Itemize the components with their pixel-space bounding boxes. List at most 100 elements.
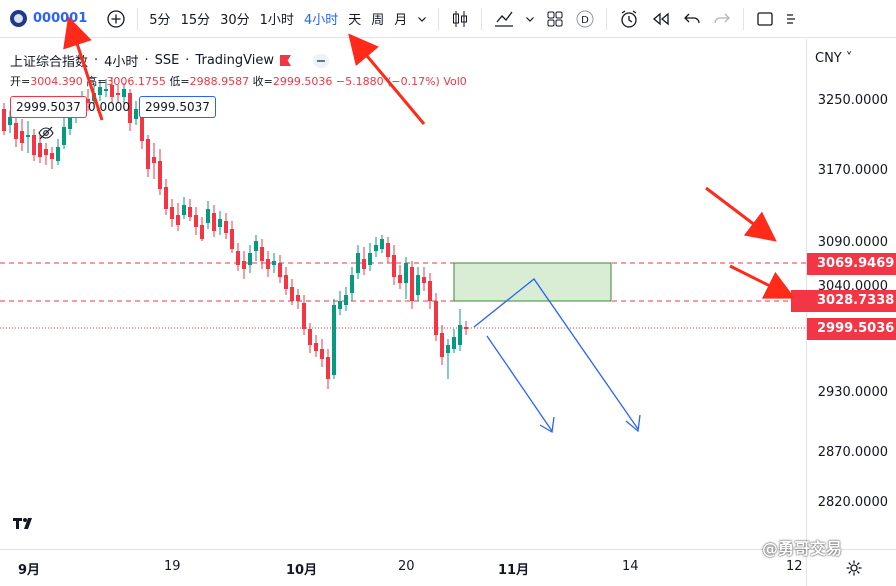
candle-body (284, 275, 288, 289)
price-tick: 3170.0000 (817, 163, 888, 178)
candle-body (2, 109, 6, 131)
interval-5m[interactable]: 5分 (149, 13, 171, 28)
watermark: @勇哥交易 (762, 539, 843, 558)
candle-body (134, 109, 138, 119)
price-tag-upper-line: 3069.9469 (807, 253, 896, 275)
projection-arrowhead (539, 416, 555, 434)
candle-body (452, 337, 456, 349)
candle-body (272, 261, 276, 265)
candle-body (38, 143, 42, 157)
candle-body (368, 253, 372, 265)
candle-body (176, 215, 180, 225)
settings-corner[interactable] (806, 549, 896, 586)
candle-body (248, 253, 252, 265)
candle-body (116, 93, 120, 95)
hide-eye-icon[interactable] (38, 125, 54, 141)
redo-icon[interactable] (707, 5, 737, 33)
d-badge-icon[interactable]: D (570, 5, 600, 33)
candle-body (182, 205, 186, 215)
candle-body (332, 305, 336, 375)
collapse-legend-icon[interactable] (312, 53, 329, 68)
chart-pane[interactable]: 上证综合指数 · 4小时 · SSE · TradingView 开=3004.… (0, 39, 806, 549)
candle-body (404, 263, 408, 283)
compare-plus-icon[interactable] (101, 5, 131, 33)
interval-chevron-down-icon[interactable] (412, 5, 432, 33)
symbol-search-button[interactable]: 000001 (33, 11, 88, 26)
legend-dot: · (94, 53, 99, 68)
layout-grid-icon[interactable] (540, 5, 570, 33)
more-icon[interactable] (780, 5, 802, 33)
candle-body (50, 153, 54, 159)
interval-1M[interactable]: 月 (394, 13, 408, 28)
candle-body (464, 327, 468, 329)
candle-body (362, 259, 366, 269)
ohlc-close: 2999.5036 (272, 75, 333, 88)
sell-price-box[interactable]: 2999.5037 (10, 96, 87, 118)
candle-body (146, 139, 150, 169)
legend-interval: 4小时 (104, 55, 139, 70)
candles-icon[interactable] (445, 5, 475, 33)
currency-chevron-down-icon: ˅ (845, 51, 853, 66)
projection-path (473, 278, 639, 430)
legend-exchange: SSE (154, 53, 180, 68)
toolbar-divider (481, 7, 483, 30)
candle-body (290, 287, 294, 301)
price-axis[interactable]: CNY ˅ 3250.0000 3170.0000 3090.0000 3040… (791, 39, 896, 549)
candle-body (398, 275, 402, 283)
candle-body (260, 247, 264, 261)
candle-body (440, 333, 444, 357)
candle-body (386, 243, 390, 257)
undo-icon[interactable] (677, 5, 707, 33)
supply-zone-box (453, 262, 612, 302)
candle-body (218, 219, 222, 227)
interval-1w[interactable]: 周 (371, 13, 385, 28)
candle-body (380, 239, 384, 249)
fullscreen-icon[interactable] (750, 5, 780, 33)
candle-body (224, 221, 228, 233)
candle-body (62, 127, 66, 145)
time-tick: 9月 (18, 563, 41, 578)
candle-body (314, 343, 318, 351)
buy-price-box[interactable]: 2999.5037 (139, 96, 216, 118)
symbol-logo-icon[interactable] (10, 10, 27, 27)
ohlc-change: −5.1880 (−0.17%) (335, 75, 440, 88)
price-tag-lower-line: 3028.7338 (791, 290, 896, 312)
candle-body (128, 93, 132, 123)
candle-body (104, 89, 108, 91)
replay-icon[interactable] (645, 5, 677, 33)
time-tick: 12 (786, 559, 803, 574)
price-tick: 2930.0000 (817, 385, 888, 400)
interval-30m[interactable]: 30分 (220, 13, 250, 28)
candle-body (266, 259, 270, 269)
ohlc-volume: Vol0 (443, 75, 467, 88)
price-tick: 3090.0000 (817, 235, 888, 250)
candlestick-chart[interactable] (0, 39, 806, 549)
indicators-icon[interactable] (488, 5, 520, 33)
legend-dot: · (144, 53, 149, 68)
svg-text:D: D (581, 15, 589, 26)
candle-body (236, 251, 240, 265)
alert-clock-icon[interactable] (613, 5, 645, 33)
candle-body (242, 261, 246, 269)
candle-body (188, 207, 192, 217)
interval-1d[interactable]: 天 (348, 13, 362, 28)
settings-gear-icon[interactable] (845, 559, 863, 577)
flag-icon[interactable] (279, 55, 291, 66)
ohlc-values: 开=3004.390 高=3006.1755 低=2988.9587 收=299… (10, 75, 467, 88)
time-axis[interactable]: 9月 19 10月 20 11月 14 12 (0, 549, 806, 586)
indicators-chevron-down-icon[interactable] (520, 5, 540, 33)
candle-body (374, 245, 378, 251)
interval-15m[interactable]: 15分 (180, 13, 211, 28)
time-tick: 20 (398, 559, 415, 574)
interval-1h[interactable]: 1小时 (259, 13, 294, 28)
candle-body (26, 135, 30, 137)
ohlc-low: 2988.9587 (189, 75, 250, 88)
toolbar-divider (606, 7, 608, 30)
candle-body (350, 275, 354, 293)
candle-body (392, 255, 396, 277)
tradingview-logo[interactable] (12, 515, 38, 535)
candle-body (164, 187, 168, 209)
interval-4h[interactable]: 4小时 (303, 13, 339, 28)
candle-body (308, 329, 312, 345)
currency-selector[interactable]: CNY ˅ (815, 51, 853, 66)
